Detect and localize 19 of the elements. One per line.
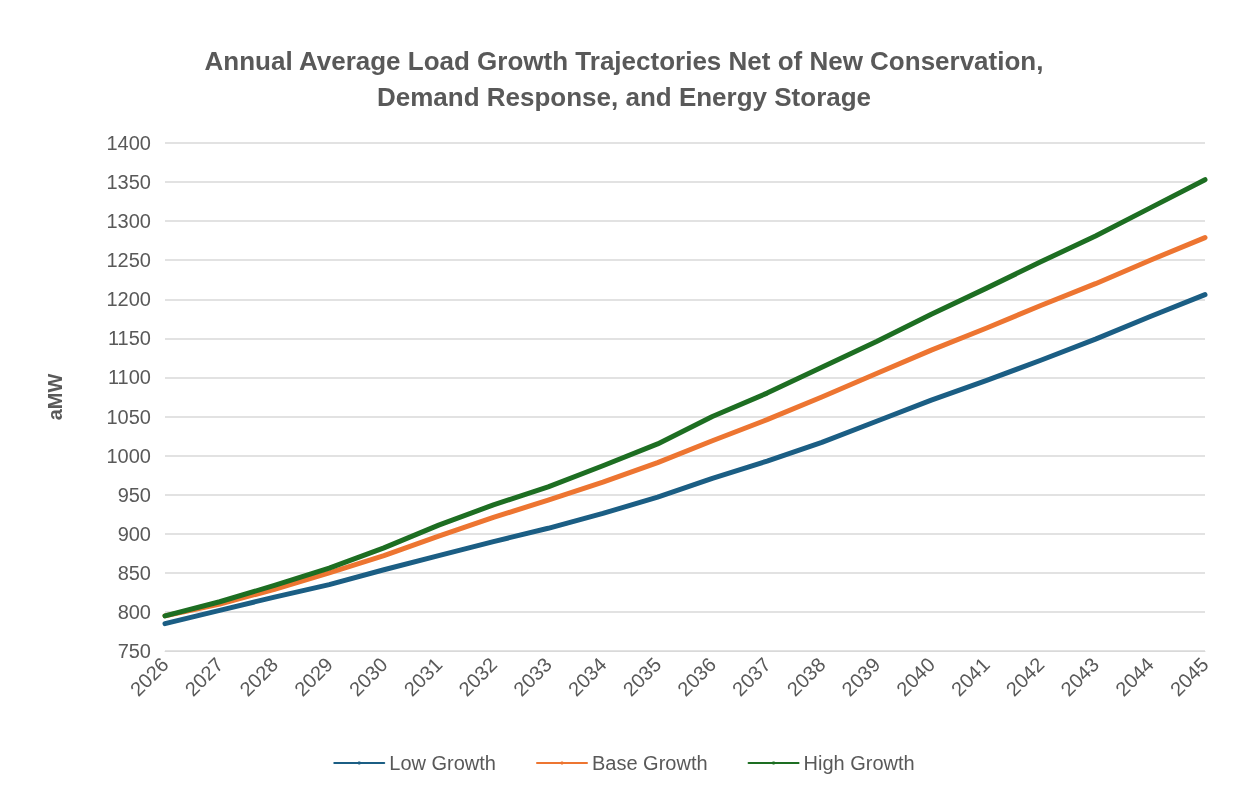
y-tick-label: 1400 <box>106 132 151 154</box>
legend-label: Base Growth <box>591 752 708 774</box>
y-tick-label: 800 <box>117 600 151 623</box>
y-tick-label: 900 <box>117 522 151 545</box>
y-tick-label: 1250 <box>106 249 151 272</box>
chart-title: Annual Average Load Growth Trajectories Net of New Conservation, Demand Response, and Energy Storage <box>204 46 1044 112</box>
y-tick-label: 1150 <box>107 327 151 350</box>
y-tick-label: 1000 <box>106 444 151 467</box>
y-tick-label: 850 <box>117 561 151 584</box>
y-tick-label: 1300 <box>106 210 151 233</box>
y-tick-label: 750 <box>117 640 151 662</box>
y-tick-label: 1050 <box>106 405 151 428</box>
y-tick-label: 950 <box>117 483 151 506</box>
y-tick-label: 1350 <box>106 171 151 194</box>
legend-label: Low Growth <box>389 752 496 774</box>
legend-label: High Growth <box>803 752 915 774</box>
y-tick-label: 1100 <box>107 366 151 389</box>
y-axis-title: aMW <box>44 373 66 421</box>
y-tick-label: 1200 <box>106 288 151 311</box>
